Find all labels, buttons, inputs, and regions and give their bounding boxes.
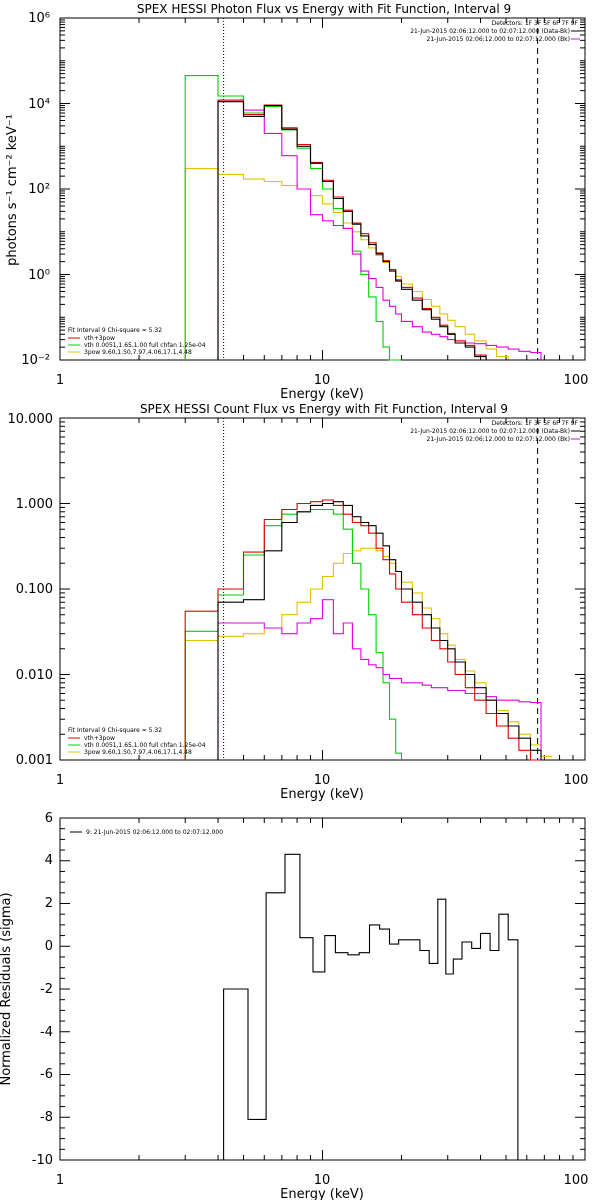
series-residual — [223, 853, 519, 1160]
legend-entry: vth+3pow — [84, 335, 115, 342]
y-tick-label: 6 — [45, 811, 53, 826]
residuals-panel: 1 10 100 -10 -8 -6 -4 -2 0 2 4 6 Energy … — [0, 811, 589, 1202]
series-background — [217, 599, 542, 760]
energy-range-markers — [223, 418, 539, 760]
series-group — [223, 853, 519, 1160]
y-tick-label: 0.100 — [16, 582, 53, 597]
y-tick-label: 10.000 — [8, 412, 54, 427]
x-tick-label: 100 — [564, 773, 589, 788]
series-pow — [184, 168, 541, 361]
x-axis — [59, 818, 574, 1160]
legend-entry: 21-Jun-2015 02:06:12.000 to 02:07:12.000… — [427, 36, 570, 43]
legend-upper: Detectors: 1F 3F 5F 6F 7F 9F 21-Jun-2015… — [410, 20, 580, 43]
chart-title: SPEX HESSI Photon Flux vs Energy with Fi… — [137, 2, 511, 16]
photon-flux-panel: SPEX HESSI Photon Flux vs Energy with Fi… — [5, 2, 588, 402]
series-pow — [184, 547, 553, 760]
x-axis-label: Energy (keV) — [280, 1187, 364, 1200]
y-tick-label: 10⁰ — [28, 268, 50, 283]
x-tick-label: 10 — [314, 773, 331, 788]
y-tick-label: 0 — [45, 939, 53, 954]
y-tick-label: -4 — [40, 1025, 53, 1040]
series-data — [217, 501, 553, 761]
series-group — [184, 75, 542, 361]
y-tick-label: 2 — [45, 896, 53, 911]
legend-upper: 9: 21-Jun-2015 02:06:12.000 to 02:07:12.… — [70, 829, 223, 836]
x-axis-label: Energy (keV) — [280, 787, 364, 802]
legend-entry: Fit Interval 9 Chi-square = 5.32 — [68, 727, 162, 734]
y-tick-label: 4 — [45, 853, 53, 868]
chart-title: SPEX HESSI Count Flux vs Energy with Fit… — [140, 402, 508, 416]
legend-entry: Fit Interval 9 Chi-square = 5.32 — [68, 327, 162, 334]
y-axis-label: Normalized Residuals (sigma) — [0, 892, 14, 1085]
legend-entry: Detectors: 1F 3F 5F 6F 7F 9F — [492, 420, 579, 427]
y-tick-label: 10² — [28, 182, 50, 197]
legend-entry: 21-Jun-2015 02:06:12.000 to 02:07:12.000… — [410, 28, 570, 35]
y-tick-label: -10 — [32, 1153, 53, 1168]
legend-entry: 9: 21-Jun-2015 02:06:12.000 to 02:07:12.… — [86, 829, 223, 836]
x-axis-label: Energy (keV) — [280, 387, 364, 402]
series-data — [217, 101, 541, 361]
y-tick-label: 0.010 — [16, 668, 53, 683]
legend-entry: vth 0.0051,1.65,1.00 full chfan 1.25e-04 — [84, 342, 206, 349]
legend-entry: 3pow 9.60,1.50,7.97,4.06,17.1,4.48 — [84, 749, 192, 756]
y-tick-label: 1.000 — [16, 497, 53, 512]
y-tick-label: -2 — [40, 982, 53, 997]
energy-range-markers — [223, 18, 539, 360]
x-tick-label: 100 — [564, 373, 589, 388]
y-tick-label: -6 — [40, 1067, 53, 1082]
y-axis — [60, 417, 585, 761]
y-tick-label: 10⁴ — [28, 97, 50, 112]
x-tick-label: 1 — [56, 773, 64, 788]
legend-lower: Fit Interval 9 Chi-square = 5.32 vth+3po… — [68, 727, 206, 756]
x-tick-label: 100 — [564, 1173, 589, 1188]
legend-entry: 21-Jun-2015 02:06:12.000 to 02:07:12.000… — [410, 428, 570, 435]
x-tick-label: 1 — [56, 1173, 64, 1188]
series-background — [217, 99, 542, 360]
y-tick-label: 10⁶ — [28, 11, 50, 26]
y-axis — [60, 817, 585, 1161]
x-tick-label: 10 — [314, 373, 331, 388]
y-axis — [60, 17, 585, 361]
x-tick-label: 1 — [56, 373, 64, 388]
legend-upper: Detectors: 1F 3F 5F 6F 7F 9F 21-Jun-2015… — [410, 420, 580, 443]
legend-entry: vth+3pow — [84, 735, 115, 742]
count-flux-panel: SPEX HESSI Count Flux vs Energy with Fit… — [8, 402, 589, 802]
y-tick-label: -8 — [40, 1110, 53, 1125]
x-tick-label: 10 — [314, 1173, 331, 1188]
plot-frame — [59, 817, 586, 1161]
legend-entry: vth 0.0051,1.65,1.00 full chfan 1.25e-04 — [84, 742, 206, 749]
y-tick-label: 0.001 — [16, 753, 53, 768]
y-tick-label: 10⁻² — [21, 353, 50, 368]
legend-entry: Detectors: 1F 3F 5F 6F 7F 9F — [492, 20, 579, 27]
y-axis-label: photons s⁻¹ cm⁻² keV⁻¹ — [5, 114, 20, 266]
legend-entry: 3pow 9.60,1.50,7.97,4.06,17.1,4.48 — [84, 349, 192, 356]
legend-lower: Fit Interval 9 Chi-square = 5.32 vth+3po… — [68, 327, 206, 356]
x-axis — [59, 18, 574, 360]
series-total — [184, 499, 553, 761]
legend-entry: 21-Jun-2015 02:06:12.000 to 02:07:12.000… — [427, 436, 570, 443]
series-group — [184, 499, 553, 761]
